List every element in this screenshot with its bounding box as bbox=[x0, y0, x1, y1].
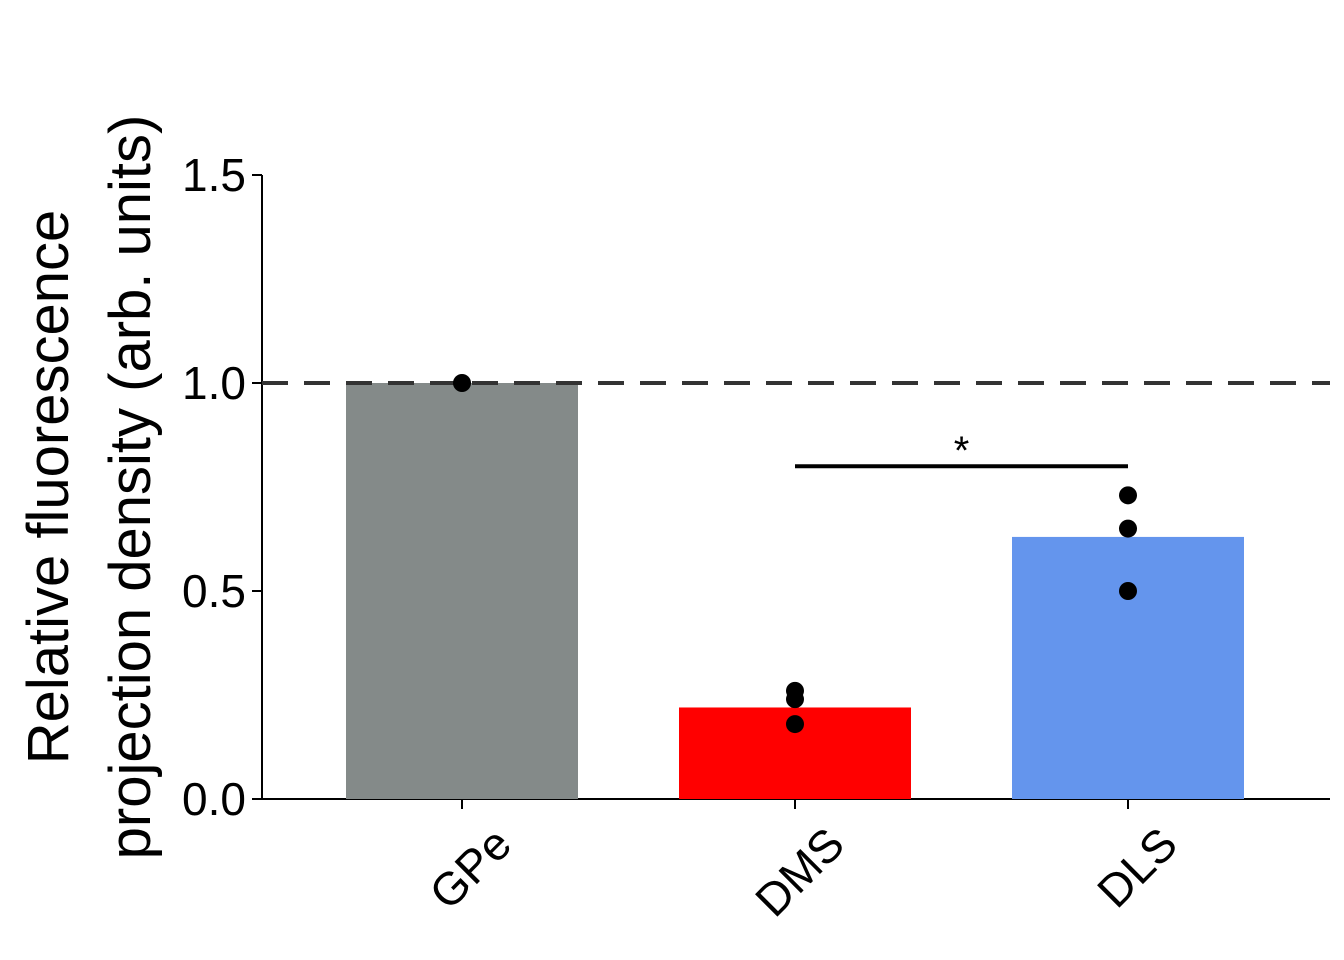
bar bbox=[346, 383, 578, 799]
data-point bbox=[1119, 582, 1137, 600]
x-tick-label: DLS bbox=[1087, 817, 1187, 917]
y-tick-label: 1.0 bbox=[182, 357, 246, 409]
significance-label: * bbox=[954, 429, 970, 473]
y-tick-label: 0.0 bbox=[182, 773, 246, 825]
bar bbox=[1012, 536, 1244, 799]
y-axis-label: projection density (arb. units) bbox=[98, 115, 163, 860]
data-point bbox=[786, 690, 804, 709]
data-point bbox=[1119, 519, 1137, 538]
data-point bbox=[1119, 486, 1137, 505]
y-axis-label: Relative fluorescence bbox=[16, 210, 81, 765]
y-tick-label: 0.5 bbox=[182, 565, 246, 617]
x-tick-label: DMS bbox=[745, 817, 854, 926]
data-point bbox=[786, 715, 804, 734]
data-point bbox=[453, 374, 471, 392]
x-tick-label: GPe bbox=[419, 817, 521, 919]
y-tick-label: 1.5 bbox=[182, 149, 246, 201]
